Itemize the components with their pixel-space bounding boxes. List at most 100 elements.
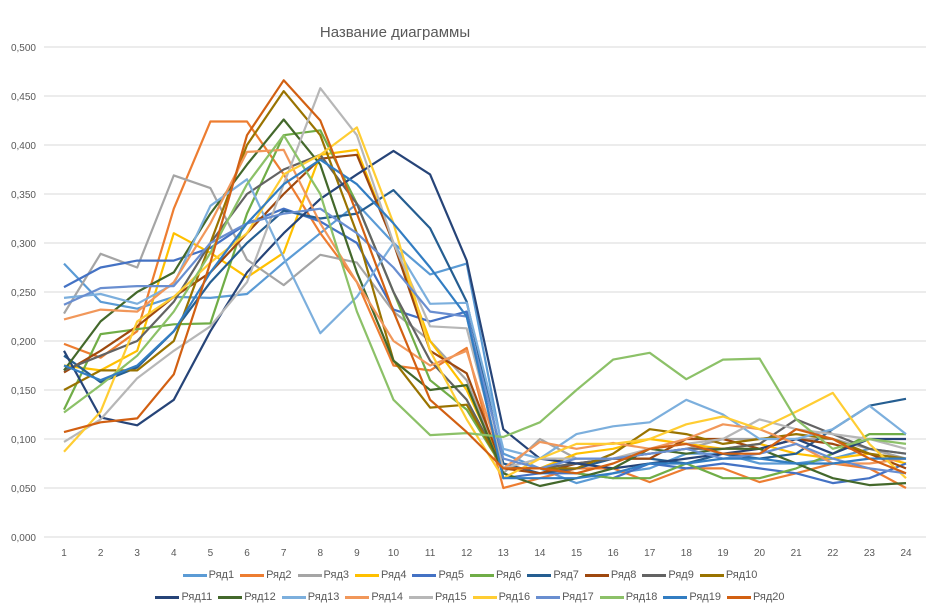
legend-swatch <box>297 573 322 577</box>
y-tick-label: 0,200 <box>11 337 36 348</box>
x-tick-label: 18 <box>681 548 693 559</box>
y-tick-label: 0,450 <box>11 92 36 103</box>
legend-item: Ряд8 <box>584 569 637 581</box>
x-tick-label: 9 <box>354 548 360 559</box>
legend-row-1: Ряд1 Ряд2 Ряд3 Ряд4 Ряд5 Ряд6 Ряд7 Ряд8 Ряд9 Ряд1… <box>0 569 940 581</box>
legend-item: Ряд13 <box>281 591 340 603</box>
y-tick-label: 0,500 <box>11 43 36 54</box>
legend-item: Ряд18 <box>599 591 658 603</box>
legend-item: Ряд14 <box>345 591 403 603</box>
series-line-18 <box>63 134 907 450</box>
legend-item: Ряд15 <box>408 591 467 603</box>
legend-label: Ряд1 <box>208 569 235 581</box>
legend-swatch <box>412 573 437 577</box>
x-tick-label: 1 <box>61 548 67 559</box>
legend-item: Ряд5 <box>412 569 464 581</box>
x-tick-label: 17 <box>644 548 656 559</box>
legend-item: Ряд12 <box>218 591 276 603</box>
series-line-20 <box>63 79 907 475</box>
x-tick-label: 4 <box>171 548 177 559</box>
legend-swatch <box>218 595 243 599</box>
legend-swatch <box>472 595 497 599</box>
legend-label: Ряд8 <box>610 569 637 581</box>
x-tick-label: 19 <box>717 548 729 559</box>
legend-row-2: Ряд11 Ряд12 Ряд13 Ряд14 Ряд15 Ряд16 Ряд17 Ряд18… <box>0 591 940 603</box>
series-line-6 <box>63 129 906 480</box>
legend-swatch <box>355 573 379 577</box>
legend-item: Ряд17 <box>536 591 594 603</box>
legend-item: Ряд11 <box>155 591 212 603</box>
legend-label: Ряд19 <box>689 591 721 603</box>
legend-item: Ряд4 <box>355 569 406 581</box>
x-tick-label: 14 <box>534 548 546 559</box>
x-tick-label: 2 <box>98 548 104 559</box>
legend-label: Ряд9 <box>668 569 694 581</box>
y-tick-label: 0,250 <box>11 288 36 299</box>
legend-swatch <box>642 573 667 577</box>
x-tick-label: 22 <box>827 548 839 559</box>
legend-label: Ряд16 <box>498 591 531 603</box>
series-line-1 <box>63 202 907 485</box>
legend-label: Ряд14 <box>371 591 403 603</box>
y-tick-label: 0,150 <box>11 386 36 397</box>
legend-item: Ряд10 <box>699 569 758 581</box>
legend-item: Ряд20 <box>726 591 785 603</box>
legend-swatch <box>699 573 724 577</box>
legend-swatch <box>726 595 751 599</box>
x-tick-label: 3 <box>134 548 140 559</box>
legend-label: Ряд15 <box>434 591 467 603</box>
legend-label: Ряд11 <box>181 591 213 603</box>
series-line-17 <box>63 207 907 475</box>
y-tick-label: 0,100 <box>11 435 36 446</box>
series-line-14 <box>63 148 907 470</box>
y-tick-label: 0,000 <box>11 533 36 544</box>
legend-swatch <box>408 595 433 599</box>
legend-swatch <box>584 573 609 577</box>
legend-label: Ряд6 <box>495 569 522 581</box>
legend-label: Ряд7 <box>553 569 579 581</box>
x-tick-label: 10 <box>388 548 400 559</box>
legend-label: Ряд20 <box>752 591 785 603</box>
legend-item: Ряд1 <box>182 569 235 581</box>
legend-label: Ряд2 <box>266 569 292 581</box>
series-line-13 <box>63 178 907 460</box>
legend-label: Ряд5 <box>438 569 464 581</box>
legend-swatch <box>240 573 265 577</box>
legend-swatch <box>527 573 552 577</box>
legend-swatch <box>663 595 688 599</box>
x-tick-label: 23 <box>864 548 876 559</box>
x-tick-label: 15 <box>571 548 583 559</box>
legend-item: Ряд7 <box>527 569 579 581</box>
x-tick-label: 11 <box>425 548 436 559</box>
x-tick-label: 6 <box>244 548 250 559</box>
legend-swatch <box>345 595 370 599</box>
legend-label: Ряд3 <box>323 569 349 581</box>
x-tick-label: 21 <box>791 548 803 559</box>
y-tick-label: 0,400 <box>11 141 36 152</box>
chart-title: Название диаграммы <box>320 24 470 41</box>
legend-item: Ряд2 <box>240 569 292 581</box>
legend-swatch <box>536 595 561 599</box>
x-tick-label: 24 <box>900 548 912 559</box>
legend-swatch <box>469 573 494 577</box>
legend-label: Ряд17 <box>562 591 594 603</box>
x-tick-label: 13 <box>498 548 510 559</box>
legend-label: Ряд12 <box>244 591 276 603</box>
legend-label: Ряд10 <box>725 569 758 581</box>
x-tick-label: 12 <box>461 548 473 559</box>
legend-label: Ряд4 <box>381 569 407 581</box>
y-tick-label: 0,050 <box>11 484 36 495</box>
x-tick-label: 8 <box>317 548 323 559</box>
series-line-11 <box>63 149 906 470</box>
legend-label: Ряд18 <box>625 591 658 603</box>
x-tick-label: 7 <box>281 548 287 559</box>
y-tick-label: 0,300 <box>11 239 36 250</box>
legend-swatch <box>281 595 306 599</box>
x-tick-label: 20 <box>754 548 766 559</box>
legend-item: Ряд6 <box>469 569 522 581</box>
legend-swatch <box>599 595 624 599</box>
legend-item: Ряд19 <box>663 591 721 603</box>
legend-label: Ряд13 <box>307 591 340 603</box>
legend-swatch <box>182 573 207 577</box>
